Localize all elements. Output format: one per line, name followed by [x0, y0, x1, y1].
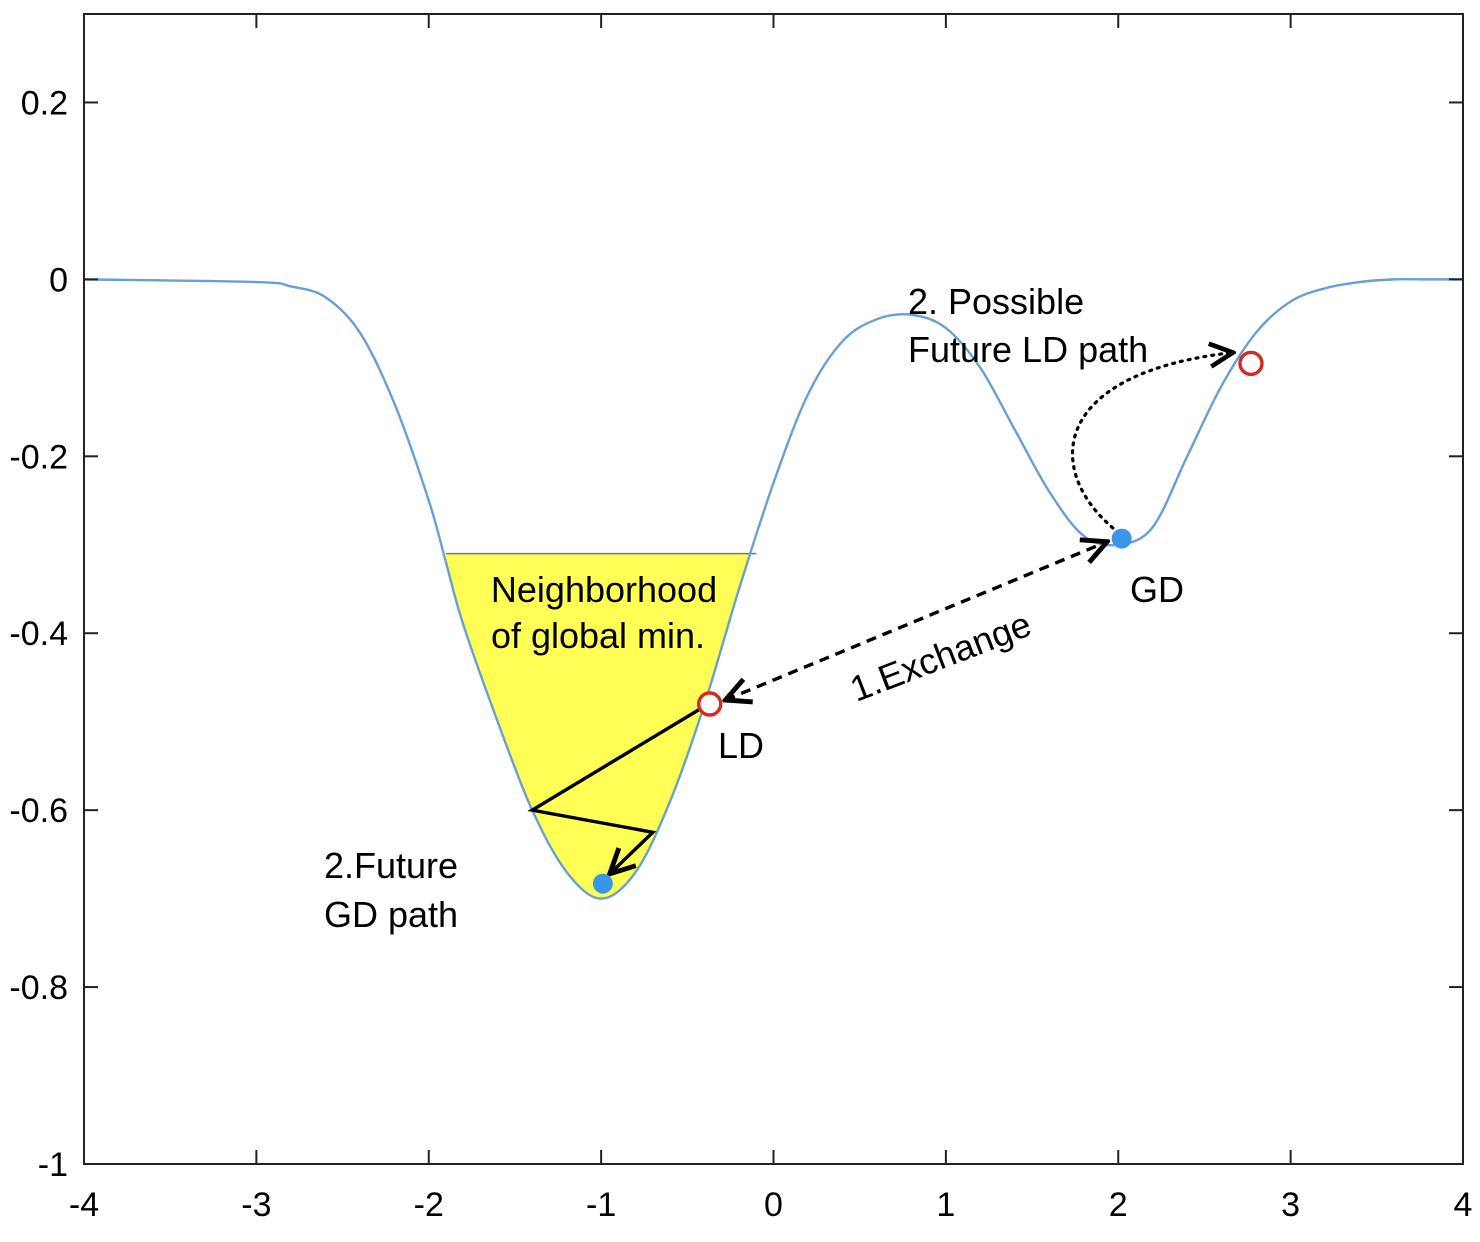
- x-tick-label: 0: [764, 1186, 783, 1224]
- ld-label: LD: [718, 725, 764, 766]
- x-tick-label: 2: [1109, 1186, 1128, 1224]
- x-tick-label: 1: [936, 1186, 955, 1224]
- y-tick-label: 0: [49, 261, 68, 299]
- future-gd-path-arrow: [527, 706, 703, 874]
- y-tick-label: -0.2: [9, 438, 68, 476]
- future-gd-label-line1: 2.Future: [324, 845, 458, 886]
- x-tick-label: -1: [586, 1186, 616, 1224]
- possible-ld-path-arrow: [1070, 353, 1233, 530]
- future-gd-label-line2: GD path: [324, 894, 458, 935]
- possible-ld-label-line2: Future LD path: [908, 329, 1148, 370]
- gd-label: GD: [1130, 569, 1184, 610]
- x-tick-label: -3: [241, 1186, 271, 1224]
- y-tick-label: -1: [38, 1146, 68, 1184]
- y-tick-label: -0.6: [9, 792, 68, 830]
- x-tick-label: -4: [69, 1186, 99, 1224]
- y-tick-label: 0.2: [21, 84, 68, 122]
- x-tick-label: 4: [1454, 1186, 1473, 1224]
- neighborhood-region: [445, 553, 752, 900]
- y-tick-label: -0.4: [9, 615, 68, 653]
- plot-area: [83, 277, 1463, 900]
- neighborhood-label-line1: Neighborhood: [491, 569, 717, 610]
- energy-curve: [83, 277, 1463, 900]
- neighborhood-label-line2: of global min.: [491, 615, 705, 656]
- axes-box: [83, 13, 1464, 1165]
- y-tick-label: -0.8: [9, 969, 68, 1007]
- exchange-arrow: [725, 542, 1107, 700]
- x-tick-label: 3: [1281, 1186, 1300, 1224]
- exchange-label: 1.Exchange: [844, 603, 1036, 709]
- filled-circle-marker: [1111, 528, 1132, 549]
- axis-ticks: -4 -3 -2 -1 0 1 2 3 4 -1 -0.8 -0.6 -0.4 -0.2 0 0.2: [9, 14, 1472, 1224]
- open-circle-marker: [1238, 350, 1264, 377]
- open-circle-marker: [697, 691, 723, 717]
- x-tick-label: -2: [414, 1186, 444, 1224]
- filled-circle-marker: [592, 873, 613, 894]
- possible-ld-label-line1: 2. Possible: [908, 281, 1084, 322]
